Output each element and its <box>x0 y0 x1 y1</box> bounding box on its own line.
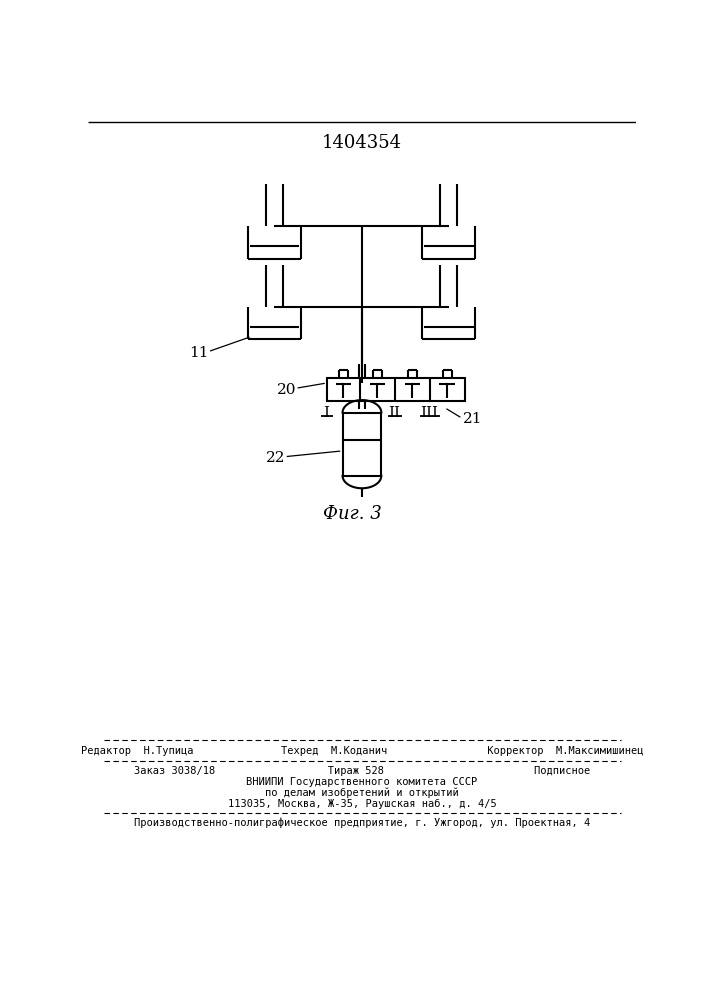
Text: I: I <box>323 406 329 420</box>
Text: 113035, Москва, Ж-35, Раушская наб., д. 4/5: 113035, Москва, Ж-35, Раушская наб., д. … <box>228 799 496 809</box>
Text: III: III <box>421 406 438 420</box>
Text: 22: 22 <box>266 451 285 465</box>
Text: ВНИИПИ Государственного комитета СССР: ВНИИПИ Государственного комитета СССР <box>246 777 477 787</box>
Text: по делам изобретений и открытий: по делам изобретений и открытий <box>265 788 459 798</box>
Text: Заказ 3038/18                  Тираж 528                        Подписное: Заказ 3038/18 Тираж 528 Подписное <box>134 766 590 776</box>
Polygon shape <box>343 413 381 476</box>
Text: II: II <box>389 406 400 420</box>
Text: 11: 11 <box>189 346 209 360</box>
Text: 21: 21 <box>462 412 482 426</box>
Text: Фиг. 3: Фиг. 3 <box>322 505 381 523</box>
Polygon shape <box>327 378 465 401</box>
Text: 20: 20 <box>276 382 296 396</box>
Text: 1404354: 1404354 <box>322 134 402 152</box>
Text: Редактор  Н.Тупица              Техред  М.Коданич                Корректор  М.Ма: Редактор Н.Тупица Техред М.Коданич Корре… <box>81 746 643 756</box>
Text: Производственно-полиграфическое предприятие, г. Ужгород, ул. Проектная, 4: Производственно-полиграфическое предприя… <box>134 818 590 828</box>
